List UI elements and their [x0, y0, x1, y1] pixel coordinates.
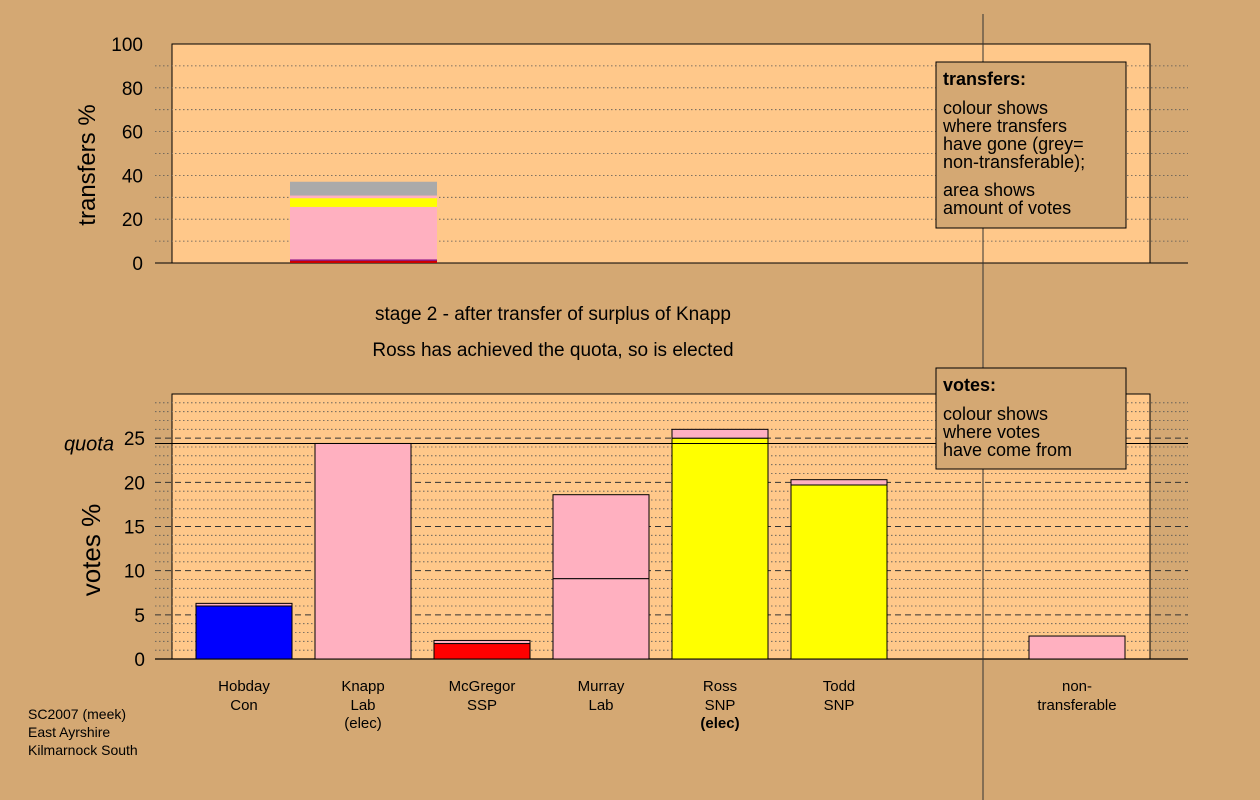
category-party: Con	[230, 697, 258, 714]
y-tick-label: 60	[122, 123, 143, 144]
transfers-legend-line: amount of votes	[943, 198, 1071, 218]
transfers-y-axis-label: transfers %	[74, 104, 101, 225]
transfers-legend-line: non-transferable);	[943, 152, 1085, 172]
y-tick-label: 80	[122, 79, 143, 100]
category-party: SNP	[705, 697, 736, 714]
vote-bar-segment	[552, 494, 650, 580]
votes-legend-box	[935, 367, 1127, 470]
transfer-bar-segment	[290, 181, 437, 196]
y-tick-label: 25	[124, 429, 145, 450]
category-party: Lab	[350, 697, 375, 714]
footer-line: East Ayrshire	[28, 724, 110, 740]
quota-label: quota	[64, 433, 114, 455]
footer-line: Kilmarnock South	[28, 742, 138, 758]
category-name: Hobday	[218, 678, 270, 695]
transfers-legend-line: where transfers	[942, 116, 1067, 136]
category-party: Lab	[588, 697, 613, 714]
category-party: transferable	[1037, 697, 1116, 714]
transfer-bar-segment	[290, 198, 437, 207]
y-tick-label: 20	[124, 473, 145, 494]
stage-subtitle: Ross has achieved the quota, so is elect…	[372, 340, 733, 361]
category-elected: (elec)	[344, 715, 382, 732]
y-tick-label: 0	[134, 650, 145, 671]
y-tick-label: 10	[124, 562, 145, 583]
transfer-bar-segment	[290, 206, 437, 260]
transfers-y-ticks: 0 20 40 60 80 100	[111, 35, 143, 275]
votes-legend-title: votes:	[943, 375, 996, 395]
transfer-bar-segment	[290, 260, 437, 263]
transfers-legend-box	[935, 61, 1127, 229]
vote-bar-segment	[195, 605, 293, 660]
y-tick-label: 15	[124, 518, 145, 539]
transfers-legend-line: have gone (grey=	[943, 134, 1084, 154]
transfers-bars	[290, 181, 437, 263]
transfer-bar-segment	[290, 195, 437, 199]
vote-bar-segment	[671, 428, 769, 439]
transfers-legend-line: area shows	[943, 180, 1035, 200]
vote-bar-segment	[671, 437, 769, 660]
votes-panel: 0 5 10 15 20 25 quota votes % Hobday Con Knapp L…	[64, 393, 1188, 732]
stage-title: stage 2 - after transfer of surplus of K…	[375, 304, 731, 325]
votes-legend: votes: colour shows where votes have com…	[935, 367, 1127, 470]
y-tick-label: 40	[122, 166, 143, 187]
category-name: Knapp	[341, 678, 384, 695]
transfers-legend-line: colour shows	[943, 98, 1048, 118]
vote-bar-segment	[790, 484, 888, 660]
category-party: SSP	[467, 697, 497, 714]
category-elected: (elec)	[700, 715, 739, 732]
vote-bar-segment	[433, 639, 531, 645]
category-name: McGregor	[449, 678, 516, 695]
footer: SC2007 (meek) East Ayrshire Kilmarnock S…	[28, 706, 138, 758]
category-name: Ross	[703, 678, 737, 695]
y-tick-label: 5	[134, 606, 145, 627]
vote-bar-segment	[1028, 635, 1126, 660]
vote-bar-segment	[433, 643, 531, 660]
category-name: non-	[1062, 678, 1092, 695]
y-tick-label: 20	[122, 210, 143, 231]
footer-line: SC2007 (meek)	[28, 706, 126, 722]
vote-bar-segment	[314, 442, 412, 660]
category-party: SNP	[824, 697, 855, 714]
transfers-legend: transfers: colour shows where transfers …	[935, 61, 1127, 229]
votes-legend-line: where votes	[942, 422, 1040, 442]
category-name: Todd	[823, 678, 856, 695]
votes-legend-line: colour shows	[943, 404, 1048, 424]
votes-legend-line: have come from	[943, 440, 1072, 460]
votes-category-labels: HobdayConKnappLab(elec)McGregorSSPMurray…	[218, 678, 1116, 732]
vote-bar-segment	[552, 578, 650, 660]
transfers-legend-title: transfers:	[943, 69, 1026, 89]
transfer-bar-segment	[290, 259, 437, 261]
category-name: Murray	[578, 678, 625, 695]
vote-bar-segment	[195, 602, 293, 607]
votes-y-axis-label: votes %	[76, 504, 106, 597]
y-tick-label: 0	[132, 254, 143, 275]
vote-bar-segment	[790, 479, 888, 486]
votes-y-ticks: 0 5 10 15 20 25	[124, 429, 145, 671]
y-tick-label: 100	[111, 35, 143, 56]
